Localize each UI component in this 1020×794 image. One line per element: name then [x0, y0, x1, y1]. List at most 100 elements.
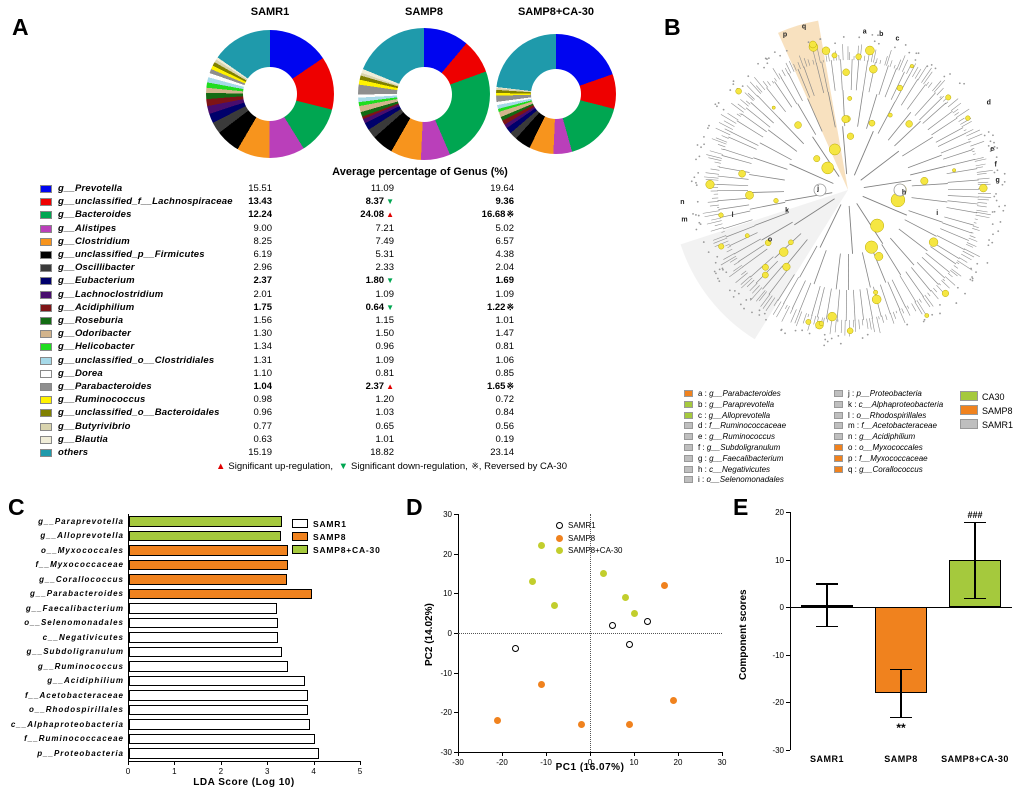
- cladogram-legend-swatch: [684, 454, 693, 462]
- cladogram-legend-swatch: [684, 400, 693, 408]
- legend-swatch: [40, 277, 52, 286]
- donut-chart-SAMR1: [206, 30, 334, 158]
- legend-swatch: [40, 211, 52, 220]
- genus-value: 1.69: [495, 275, 515, 287]
- scatter-point-SAMR1: [511, 645, 519, 653]
- genus-name: g__Lachnoclostridium: [58, 288, 164, 300]
- scatter-point-SAMP8+CA-30: [599, 570, 607, 577]
- lda-bar: [129, 748, 320, 759]
- lda-legend-swatch: [292, 532, 308, 541]
- cladogram-letter-p: p: [783, 32, 787, 39]
- genus-name: g__Clostridium: [58, 235, 130, 247]
- donut-chart-SAMP8+CA-30: [496, 34, 616, 154]
- error-bar-line: [974, 521, 976, 598]
- genus-value: 15.51: [248, 183, 272, 194]
- cladogram-legend-swatch: [684, 433, 693, 441]
- comp-y-tick-label: 20: [775, 508, 784, 517]
- pca-y-tick: [454, 514, 458, 515]
- scatter-point-SAMP8: [626, 720, 634, 728]
- genus-value: 0.19: [495, 433, 515, 445]
- genus-value: 0.77: [253, 420, 273, 432]
- lda-category-label: f__Myxococcaceae: [35, 560, 124, 570]
- lda-x-tick-label: 5: [357, 767, 363, 776]
- cladogram-letter-j: j: [816, 185, 819, 192]
- significance-footnote: ▲ Significant up-regulation, ▼ Significant…: [130, 461, 650, 472]
- genus-value: 0.56: [495, 420, 515, 432]
- legend-swatch: [40, 356, 52, 365]
- cladogram-letter-e: e: [990, 146, 994, 153]
- pca-y-tick: [454, 633, 458, 634]
- lda-bar: [129, 574, 287, 585]
- significance-annotation: ###: [967, 509, 983, 520]
- panel-a-label: A: [12, 14, 29, 40]
- pca-x-tick-label: 30: [717, 758, 727, 767]
- cladogram-legend-swatch: [834, 465, 843, 473]
- pca-y-tick: [454, 553, 458, 555]
- legend-swatch: [40, 409, 52, 418]
- pca-zero-vline: [590, 514, 591, 752]
- lda-bar: [129, 646, 283, 658]
- footnote-down-text: Significant down-regulation,: [351, 461, 468, 472]
- down-triangle-icon: ▼: [386, 197, 394, 207]
- genus-value: 0.84: [495, 407, 515, 419]
- genus-name: g__Bacteroides: [58, 209, 132, 221]
- footnote-up-text: Significant up-regulation,: [228, 461, 333, 472]
- cladogram-legend-item: i : o__Selenomonadales: [698, 475, 784, 485]
- genus-name: g__Butyrivibrio: [58, 420, 131, 432]
- lda-legend-label: SAMR1: [313, 518, 347, 529]
- group-legend-label: SAMR1: [982, 420, 1014, 430]
- cladogram-legend-item: o : o__Myxococcales: [848, 443, 923, 452]
- genus-name: g__unclassified_o__Bacteroidales: [58, 407, 220, 419]
- lda-bar: [129, 588, 313, 600]
- legend-swatch: [40, 303, 52, 312]
- cladogram-letter-l: l: [732, 212, 734, 219]
- lda-x-axis: [128, 761, 360, 762]
- lda-category-label: g__Faecalibacterium: [25, 603, 124, 613]
- scatter-point-SAMR1: [626, 641, 634, 649]
- lda-bar: [129, 675, 306, 687]
- pca-legend-marker: [556, 534, 563, 542]
- lda-bar: [129, 617, 279, 629]
- panel-d-label: D: [406, 494, 423, 520]
- genus-value: 8.37 ▼: [365, 196, 394, 208]
- genus-value: 1.31: [253, 354, 273, 366]
- cladogram-letter-i: i: [936, 210, 938, 217]
- lda-y-axis: [128, 514, 129, 761]
- lda-x-tick-label: 2: [218, 767, 224, 776]
- lda-bar: [129, 559, 288, 571]
- genus-value: 0.65: [375, 420, 395, 432]
- genus-value: 7.21: [375, 222, 395, 234]
- lda-bar: [129, 661, 288, 672]
- cladogram-letter-b: b: [879, 31, 883, 38]
- comp-y-tick: [786, 512, 790, 513]
- genus-value: 11.09: [370, 183, 394, 194]
- scatter-point-SAMP8+CA-30: [630, 609, 638, 617]
- cladogram-legend-item: k : c__Alphaproteobacteria: [848, 399, 944, 409]
- footnote-rev-text: Reversed by CA-30: [484, 461, 567, 472]
- group-legend-label: CA30: [982, 392, 1005, 402]
- lda-category-label: c__Negativicutes: [42, 632, 124, 642]
- comp-y-tick-label: 0: [779, 603, 784, 613]
- genus-name: g__Roseburia: [58, 315, 124, 326]
- cladogram-letter-n: n: [680, 199, 684, 206]
- cladogram-letter-g: g: [995, 177, 999, 184]
- error-bar-cap: [964, 597, 986, 599]
- pca-y-tick: [454, 593, 458, 595]
- scatter-point-SAMP8+CA-30: [551, 601, 559, 609]
- group-legend-label: SAMP8: [982, 406, 1013, 416]
- cladogram-legend-item: j : p__Proteobacteria: [848, 389, 922, 398]
- genus-value: 0.96: [253, 407, 273, 419]
- legend-swatch: [40, 251, 52, 259]
- cladogram-legend-swatch: [684, 444, 693, 451]
- error-bar-line: [826, 583, 828, 627]
- genus-value: 0.72: [495, 394, 515, 406]
- significance-annotation: **: [896, 720, 906, 735]
- legend-swatch: [40, 343, 52, 352]
- reversed-icon: ※,: [471, 461, 482, 471]
- genus-value: 1.06: [495, 354, 515, 366]
- lda-bar: [129, 719, 310, 730]
- cladogram-letter-a: a: [863, 28, 867, 35]
- lda-x-tick-label: 4: [311, 767, 316, 776]
- cladogram-legend-item: m : f__Acetobacteraceae: [848, 421, 937, 431]
- lda-category-label: g__Acidiphilium: [47, 676, 124, 686]
